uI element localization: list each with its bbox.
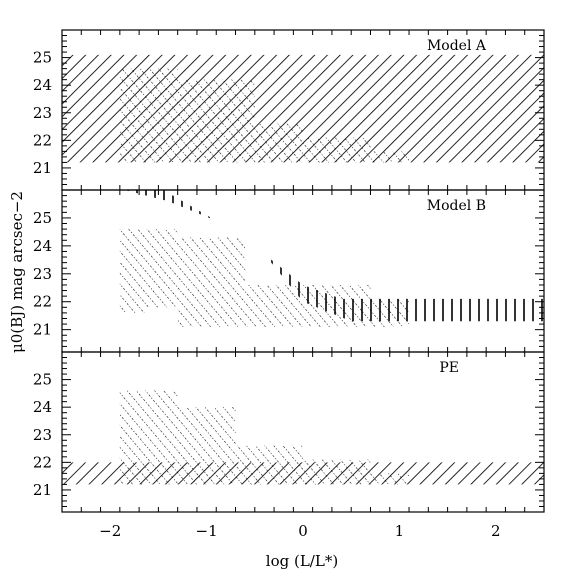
- panels: 21 22 23 24 25 Model A 21 22 23 24 25 Model B 21 22 23…: [33, 29, 545, 513]
- y-tick-label: 22: [33, 131, 52, 149]
- y-tick-label: 23: [33, 265, 52, 283]
- panel-3-region-2-diagonal-dotted: [119, 390, 410, 485]
- y-tick-label: 24: [33, 76, 52, 94]
- x-tick-label: −1: [196, 522, 218, 540]
- panel-3-frame: [61, 351, 545, 513]
- x-axis-title: log (L/L*): [266, 552, 338, 570]
- y-tick-label: 21: [33, 159, 52, 177]
- x-tick-label: 1: [395, 522, 405, 540]
- panel-3-label: PE: [439, 360, 459, 376]
- y-tick-label: 21: [33, 481, 52, 499]
- y-axis-title: μ0(BJ) mag arcsec−2: [8, 191, 26, 353]
- x-tick-label: 2: [491, 522, 501, 540]
- y-tick-label: 21: [33, 321, 52, 339]
- panel-2: 21 22 23 24 25 Model B: [33, 189, 545, 353]
- y-tick-label: 25: [33, 371, 52, 389]
- x-tick-label: −2: [99, 522, 121, 540]
- panel-2-label: Model B: [427, 198, 486, 214]
- y-tick-label: 22: [33, 293, 52, 311]
- panel-3: 21 22 23 24 25 PE: [33, 351, 545, 513]
- x-tick-labels: −2 −1 0 1 2: [99, 522, 500, 540]
- panel-1-region-2-diagonal-dotted: [119, 68, 410, 163]
- panel-1: 21 22 23 24 25 Model A: [33, 29, 545, 191]
- y-tick-label: 25: [33, 49, 52, 67]
- y-tick-label: 22: [33, 453, 52, 471]
- panel-2-region-2-vertical-solid: [124, 190, 544, 322]
- x-tick-label: 0: [298, 522, 308, 540]
- y-tick-label: 23: [33, 426, 52, 444]
- y-tick-label: 23: [33, 104, 52, 122]
- panel-1-label: Model A: [427, 38, 487, 54]
- y-tick-label: 25: [33, 209, 52, 227]
- y-tick-label: 24: [33, 237, 52, 255]
- y-tick-label: 24: [33, 398, 52, 416]
